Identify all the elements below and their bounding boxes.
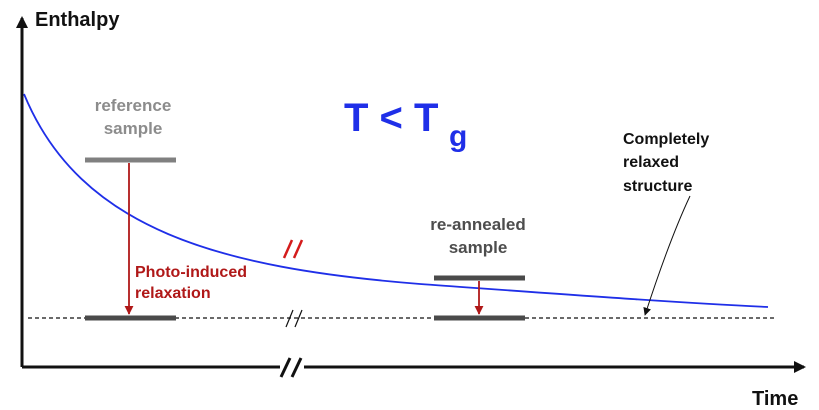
relaxed-pointer-arrow [643,195,691,316]
relaxed-label-line3: structure [623,178,692,195]
title-main: T < T [344,96,438,140]
y-axis-label: Enthalpy [35,9,120,31]
dashed-line-break-icon [285,309,303,328]
x-axis-label: Time [752,388,798,410]
reference-label-line2: sample [104,119,163,138]
relaxed-label-line2: relaxed [623,154,679,171]
photo-label-line1: Photo-induced [135,264,247,281]
photo-label-line2: relaxation [135,285,211,302]
reannealed-label-line2: sample [449,238,508,257]
reannealed-label-line1: re-annealed [430,215,525,234]
x-axis-break-icon [279,357,304,378]
relaxation-curve [23,93,769,308]
reference-label-line1: reference [95,96,172,115]
relaxed-label-line1: Completely [623,131,709,148]
title-subscript: g [449,120,467,153]
curve-break-icon [282,239,304,259]
